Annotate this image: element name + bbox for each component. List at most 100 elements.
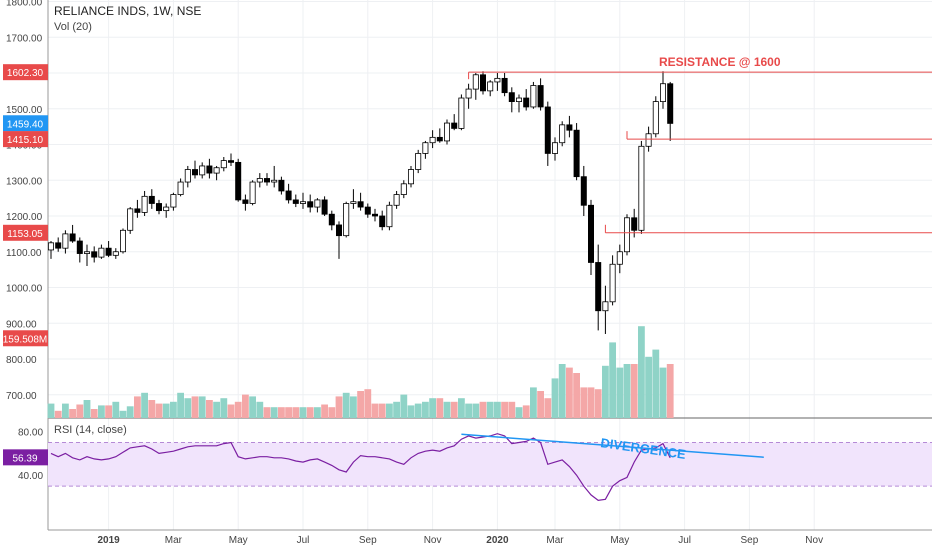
- time-tick-label: Jul: [297, 535, 310, 546]
- candle-body: [177, 181, 184, 195]
- volume-bar: [62, 403, 69, 418]
- candle-body: [69, 233, 76, 242]
- volume-bar: [342, 392, 350, 418]
- volume-bar: [184, 398, 192, 418]
- volume-bar: [191, 396, 199, 418]
- volume-bar: [155, 403, 163, 418]
- time-tick-label: 2020: [486, 535, 509, 546]
- volume-bar: [314, 407, 321, 418]
- volume-indicator-label: Vol (20): [54, 21, 92, 33]
- price-tag-label: 159.508M: [3, 334, 47, 345]
- candle-body: [379, 215, 386, 228]
- volume-bar: [249, 396, 256, 418]
- candle-body: [451, 122, 458, 129]
- candle-body: [501, 77, 508, 94]
- volume-bar: [652, 349, 660, 418]
- time-tick-label: Sep: [741, 535, 759, 546]
- volume-bar: [98, 405, 105, 418]
- candle-body: [400, 183, 407, 195]
- volume-bar: [558, 364, 566, 418]
- candle-body: [321, 199, 328, 215]
- candle-body: [479, 74, 486, 92]
- candle-body: [76, 240, 83, 254]
- volume-bar: [537, 391, 544, 418]
- price-tag-label: 1602.30: [7, 68, 44, 79]
- candle-body: [580, 176, 587, 206]
- volume-bar: [378, 403, 386, 418]
- rsi-tag-label: 56.39: [12, 453, 37, 464]
- volume-bar: [141, 392, 148, 418]
- volume-bars: [47, 326, 674, 418]
- candle-body: [256, 178, 263, 183]
- volume-bar: [458, 398, 465, 418]
- candle-body: [227, 160, 234, 163]
- candle-body: [494, 77, 501, 83]
- candle-body: [660, 83, 667, 102]
- rsi-band: [48, 442, 932, 487]
- divergence-line: [461, 433, 764, 458]
- time-tick-label: Nov: [424, 535, 442, 546]
- volume-bar: [638, 326, 645, 418]
- candle-body: [335, 224, 342, 237]
- volume-bar: [400, 394, 408, 418]
- price-tick-label: 1200.00: [6, 212, 43, 223]
- candle-body: [573, 129, 580, 178]
- time-tick-label: Jul: [678, 535, 691, 546]
- volume-bar: [364, 389, 372, 418]
- volume-bar: [234, 401, 242, 418]
- candle-body: [307, 201, 314, 208]
- volume-bar: [414, 403, 422, 418]
- candle-body: [652, 101, 659, 135]
- candle-body: [48, 242, 55, 251]
- volume-bar: [170, 401, 177, 418]
- candle-body: [588, 204, 595, 263]
- candle-body: [667, 83, 674, 124]
- candle-body: [263, 178, 270, 183]
- volume-bar: [357, 391, 364, 418]
- candle-body: [516, 97, 523, 103]
- candle-body: [544, 106, 551, 154]
- volume-bar: [285, 407, 292, 418]
- volume-bar: [177, 392, 184, 418]
- volume-bar: [90, 409, 98, 418]
- volume-bar: [501, 401, 508, 418]
- volume-bar: [580, 387, 588, 418]
- volume-bar: [105, 405, 112, 418]
- volume-bar: [450, 401, 458, 418]
- volume-bar: [242, 394, 249, 418]
- candle-body: [191, 169, 198, 176]
- volume-bar: [623, 364, 631, 418]
- time-tick-label: 2019: [97, 535, 120, 546]
- volume-bar: [213, 401, 220, 418]
- volume-bar: [134, 396, 141, 418]
- volume-bar: [371, 403, 379, 418]
- candle-body: [299, 201, 306, 204]
- time-tick-label: May: [610, 535, 629, 546]
- candle-body: [624, 217, 631, 253]
- candle-body: [84, 251, 91, 254]
- candle-body: [184, 169, 191, 183]
- candle-body: [407, 169, 414, 185]
- price-tag-label: 1153.05: [7, 229, 43, 240]
- volume-bar: [393, 401, 400, 418]
- price-tag: [3, 224, 48, 241]
- volume-bar: [119, 410, 127, 418]
- candle-body: [537, 85, 544, 108]
- candle-body: [141, 195, 148, 213]
- volume-bar: [328, 407, 336, 418]
- candle-body: [357, 201, 364, 208]
- volume-bar: [263, 407, 271, 418]
- candle-body: [292, 199, 299, 204]
- candle-body: [508, 92, 515, 102]
- candle-body: [163, 206, 170, 212]
- volume-bar: [198, 396, 206, 418]
- candle-body: [443, 122, 450, 142]
- candle-body: [436, 136, 443, 142]
- volume-bar: [54, 410, 62, 418]
- candle-body: [422, 142, 429, 154]
- time-tick-label: Mar: [546, 535, 564, 546]
- volume-bar: [494, 401, 501, 418]
- candle-body: [170, 194, 177, 208]
